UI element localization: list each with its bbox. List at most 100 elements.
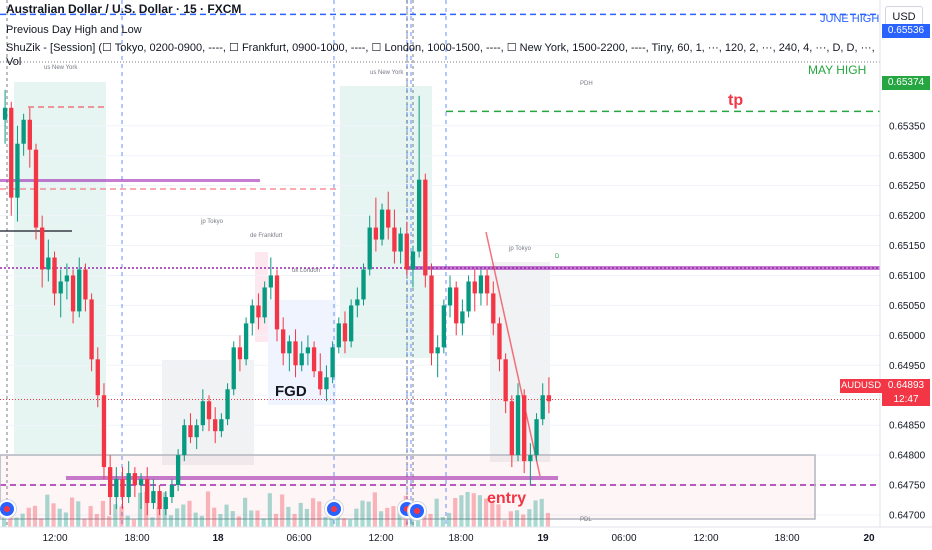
volume-bar (224, 504, 229, 527)
volume-bar (360, 500, 365, 527)
candle-body (515, 395, 521, 456)
x-tick-label: 20 (863, 533, 875, 544)
entry-annotation: entry (487, 490, 527, 507)
candle-body (120, 479, 125, 498)
candle-body (274, 275, 280, 330)
indicator-pdhl-label[interactable]: Previous Day High and Low (6, 24, 142, 36)
trend-line (485, 231, 541, 477)
volume-bar (385, 507, 390, 527)
candle-body (213, 419, 218, 432)
tp-annotation: tp (728, 92, 744, 109)
volume-bar (465, 491, 470, 527)
currency-button[interactable]: USD (885, 6, 923, 28)
session-label-tokyo-2: jp Tokyo (509, 246, 531, 252)
candle-body (256, 305, 261, 318)
candle-body (478, 275, 484, 294)
y-tick-label: 0.64850 (889, 421, 926, 432)
us-flag-icon[interactable] (408, 502, 426, 520)
x-tick-label: 18:00 (774, 533, 799, 544)
candle-body (15, 143, 20, 198)
volume-bar (175, 508, 180, 527)
volume-bar (471, 493, 476, 527)
candle-body (40, 227, 45, 270)
candle-body (305, 347, 311, 354)
candle-body (58, 281, 63, 294)
candle-body (21, 119, 26, 144)
volume-bar (502, 520, 507, 527)
volume-bar (440, 517, 445, 527)
candle-body (151, 491, 156, 504)
volume-bar (317, 501, 322, 527)
indicator-volume-label[interactable]: Vol (6, 56, 22, 68)
volume-bar (156, 507, 161, 527)
y-tick-label: 0.65300 (889, 151, 926, 162)
candle-body (262, 287, 267, 318)
candle-body (355, 299, 360, 306)
x-tick-label: 12:00 (368, 533, 393, 544)
candle-body (528, 455, 533, 462)
session-label-new-york-2: us New York (370, 70, 404, 76)
us-flag-icon[interactable] (0, 500, 16, 518)
candle-body (348, 305, 354, 342)
candle-body (324, 377, 329, 390)
time-axis-bg (0, 527, 932, 550)
volume-bar (521, 514, 526, 527)
x-tick-label: 12:00 (693, 533, 718, 544)
x-tick-label: 18:00 (448, 533, 473, 544)
volume-bar (310, 498, 316, 527)
x-tick-label: 18 (212, 533, 224, 544)
volume-bar (100, 500, 106, 527)
candle-body (410, 251, 416, 270)
volume-bar (162, 492, 167, 527)
volume-bar (199, 515, 204, 527)
volume-bar (94, 513, 99, 527)
volume-bar (378, 511, 384, 527)
volume-bar (125, 515, 130, 527)
us-flag-icon[interactable] (325, 500, 343, 518)
volume-bar (261, 518, 266, 527)
candle-body (101, 395, 107, 468)
volume-bar (323, 516, 328, 527)
volume-bar (150, 517, 155, 527)
volume-bar (292, 513, 297, 527)
price-axis-bg (880, 0, 932, 550)
volume-bar (366, 501, 371, 527)
may-high-label: MAY HIGH (808, 63, 867, 77)
candle-body (169, 485, 175, 498)
candle-body (522, 395, 527, 462)
candle-body (398, 233, 403, 252)
purple-level-bar (406, 266, 880, 270)
volume-bar (249, 510, 254, 527)
volume-bar (484, 498, 489, 527)
volume-bar (243, 497, 248, 527)
volume-bar (45, 494, 50, 527)
volume-bar (230, 511, 235, 527)
candle-body (132, 473, 138, 486)
symbol-tag: AUDUSD (840, 379, 882, 393)
y-tick-label: 0.65000 (889, 331, 926, 342)
may-high-price-tag: 0.65374 (882, 76, 930, 90)
volume-bar (446, 512, 452, 527)
candle-body (392, 227, 397, 252)
volume-bar (181, 504, 186, 527)
volume-bar (354, 508, 359, 527)
candle-body (293, 341, 298, 366)
purple-level-bar (0, 179, 260, 182)
session-d-label: D (555, 254, 560, 260)
indicator-session-label[interactable]: ShuZik - [Session] (☐ Tokyo, 0200-0900, … (6, 42, 875, 54)
chart-title: Australian Dollar / U.S. Dollar · 15 · F… (6, 2, 242, 16)
session-label-london: uk London (292, 268, 321, 274)
volume-bar (218, 514, 223, 527)
candle-body (250, 305, 255, 324)
pdh-label: PDH (580, 81, 593, 87)
volume-bar (119, 506, 124, 527)
candle-body (200, 401, 206, 426)
y-tick-label: 0.65150 (889, 241, 926, 252)
candle-body (336, 323, 341, 348)
candle-body (330, 347, 335, 378)
candle-body (491, 293, 496, 324)
volume-bar (76, 501, 81, 527)
candle-body (472, 281, 477, 294)
candle-body (33, 149, 39, 228)
